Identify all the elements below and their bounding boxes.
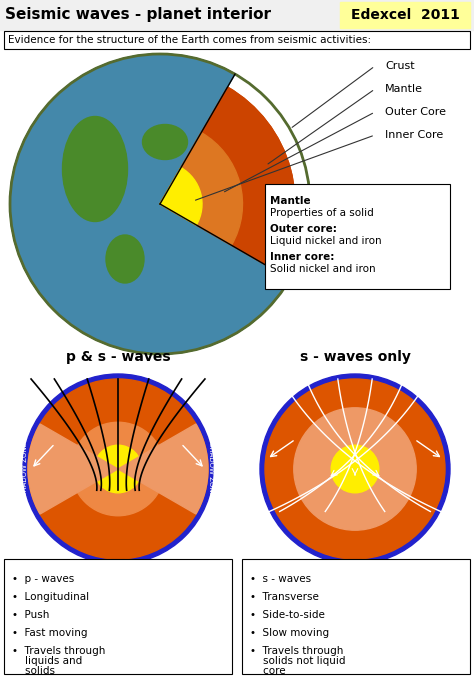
Text: Outer Core: Outer Core	[385, 107, 446, 117]
Text: Inner Core: Inner Core	[385, 130, 443, 140]
Text: Inner core:: Inner core:	[270, 252, 334, 262]
Text: SHADOW ZONE: SHADOW ZONE	[208, 442, 214, 496]
Wedge shape	[118, 424, 208, 514]
Text: Crust: Crust	[385, 61, 415, 71]
Wedge shape	[160, 133, 243, 246]
Ellipse shape	[143, 124, 188, 159]
Circle shape	[308, 422, 402, 516]
Wedge shape	[10, 54, 310, 354]
Wedge shape	[160, 168, 202, 225]
Text: Mantle: Mantle	[385, 84, 423, 94]
Text: liquids and: liquids and	[12, 656, 82, 666]
Text: •  Fast moving: • Fast moving	[12, 628, 88, 638]
Bar	[265, 184, 450, 289]
Ellipse shape	[110, 229, 150, 279]
Text: solids: solids	[12, 666, 55, 676]
Wedge shape	[10, 54, 290, 354]
Wedge shape	[160, 168, 202, 225]
Circle shape	[10, 54, 310, 354]
Text: •  Longitudinal: • Longitudinal	[12, 592, 89, 602]
Circle shape	[118, 162, 202, 246]
Ellipse shape	[106, 235, 144, 283]
Text: Mantle: Mantle	[270, 196, 310, 206]
Wedge shape	[160, 74, 310, 279]
Circle shape	[28, 379, 208, 559]
Text: •  Transverse: • Transverse	[250, 592, 319, 602]
Text: •  p - waves: • p - waves	[12, 574, 74, 584]
Text: solids not liquid: solids not liquid	[250, 656, 346, 666]
Text: •  Push: • Push	[12, 610, 49, 620]
Ellipse shape	[63, 116, 128, 222]
Text: Liquid nickel and iron: Liquid nickel and iron	[270, 236, 382, 246]
Circle shape	[22, 66, 298, 342]
Text: •  Slow moving: • Slow moving	[250, 628, 329, 638]
Text: Seismic waves - planet interior: Seismic waves - planet interior	[5, 8, 271, 23]
Circle shape	[331, 445, 379, 492]
Circle shape	[294, 408, 416, 530]
Bar	[4, 559, 232, 674]
Text: •  Travels through: • Travels through	[250, 646, 343, 656]
Wedge shape	[160, 133, 243, 246]
Circle shape	[265, 379, 445, 559]
Wedge shape	[28, 424, 118, 514]
Text: Solid nickel and iron: Solid nickel and iron	[270, 264, 375, 274]
Bar	[340, 2, 470, 28]
Text: p & s - waves: p & s - waves	[66, 350, 170, 364]
Text: Properties of a solid: Properties of a solid	[270, 208, 374, 218]
Circle shape	[331, 445, 379, 492]
Bar	[0, 0, 474, 30]
Text: SHADOW ZONE: SHADOW ZONE	[22, 442, 28, 496]
Ellipse shape	[145, 124, 195, 164]
Text: core: core	[250, 666, 286, 676]
Wedge shape	[160, 87, 295, 272]
Text: s - waves only: s - waves only	[300, 350, 410, 364]
Ellipse shape	[65, 119, 135, 229]
Text: •  Travels through: • Travels through	[12, 646, 105, 656]
Bar	[242, 559, 470, 674]
Bar	[4, 31, 470, 49]
Circle shape	[260, 374, 450, 564]
Circle shape	[23, 374, 213, 564]
Text: •  s - waves: • s - waves	[250, 574, 311, 584]
Circle shape	[94, 445, 142, 492]
Text: Evidence for the structure of the Earth comes from seismic activities:: Evidence for the structure of the Earth …	[8, 35, 371, 45]
Circle shape	[78, 122, 243, 287]
Wedge shape	[160, 87, 295, 272]
Text: •  Side-to-side: • Side-to-side	[250, 610, 325, 620]
Circle shape	[10, 54, 310, 354]
Circle shape	[71, 422, 165, 516]
Text: Outer core:: Outer core:	[270, 224, 337, 234]
Text: Edexcel  2011: Edexcel 2011	[351, 8, 459, 22]
